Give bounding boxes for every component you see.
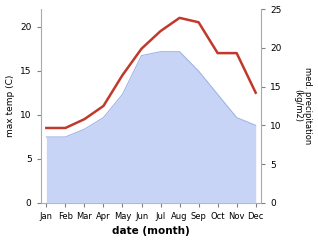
Y-axis label: med. precipitation
(kg/m2): med. precipitation (kg/m2) — [293, 67, 313, 144]
Y-axis label: max temp (C): max temp (C) — [5, 75, 15, 137]
X-axis label: date (month): date (month) — [112, 227, 190, 236]
